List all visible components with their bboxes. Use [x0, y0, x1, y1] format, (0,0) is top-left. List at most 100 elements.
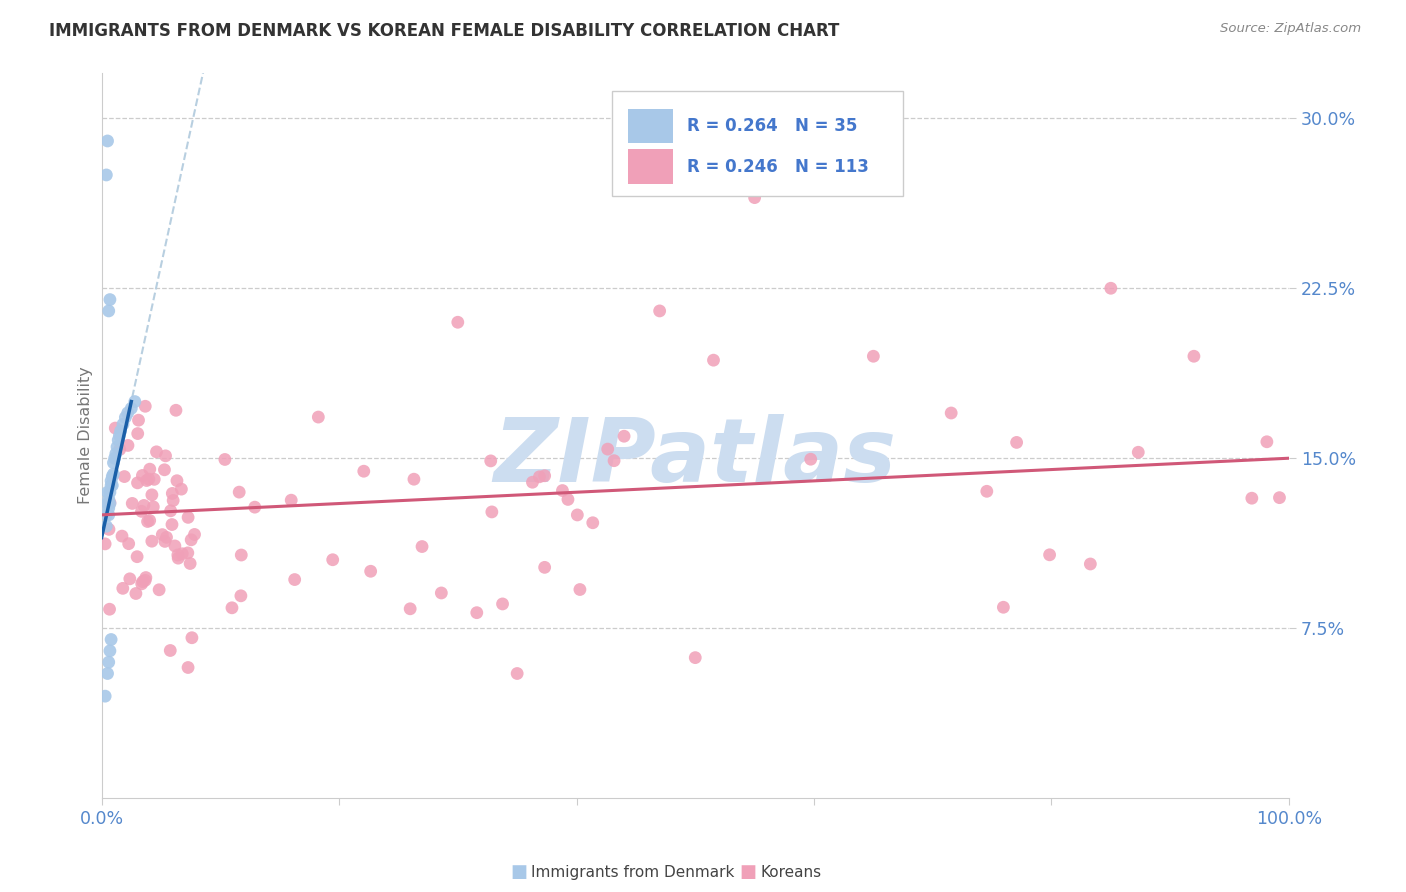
- Text: ■: ■: [740, 863, 756, 881]
- Point: [180, 533, 202, 547]
- Point: [105, 440, 128, 454]
- Point: [111, 582, 134, 596]
- Point: [160, 517, 183, 532]
- Point: [94, 537, 117, 551]
- Point: [177, 546, 200, 560]
- Point: [98, 293, 121, 307]
- Point: [800, 452, 823, 467]
- Point: [307, 410, 329, 425]
- Point: [97, 304, 120, 318]
- Point: [221, 600, 243, 615]
- Point: [506, 666, 529, 681]
- Point: [120, 401, 142, 416]
- Point: [132, 499, 155, 513]
- Point: [1268, 491, 1291, 505]
- Point: [159, 643, 181, 657]
- Y-axis label: Female Disability: Female Disability: [79, 367, 93, 505]
- Point: [131, 504, 153, 518]
- Point: [136, 515, 159, 529]
- FancyBboxPatch shape: [627, 109, 672, 144]
- Point: [481, 505, 503, 519]
- Point: [112, 469, 135, 483]
- Point: [353, 464, 375, 478]
- Text: R = 0.264   N = 35: R = 0.264 N = 35: [688, 117, 858, 135]
- Point: [98, 497, 121, 511]
- Point: [166, 548, 188, 562]
- Point: [976, 484, 998, 499]
- Point: [100, 474, 122, 488]
- Point: [162, 493, 184, 508]
- Point: [533, 560, 555, 574]
- Point: [135, 474, 157, 488]
- Point: [141, 488, 163, 502]
- Point: [128, 413, 150, 427]
- Point: [108, 428, 131, 442]
- Point: [1078, 557, 1101, 571]
- Point: [134, 399, 156, 413]
- Point: [96, 519, 118, 533]
- Point: [97, 491, 120, 506]
- Point: [134, 574, 156, 588]
- Point: [360, 564, 382, 578]
- Point: [100, 478, 122, 492]
- Text: R = 0.246   N = 113: R = 0.246 N = 113: [688, 158, 869, 176]
- Point: [131, 468, 153, 483]
- Text: ■: ■: [510, 863, 527, 881]
- Point: [155, 530, 177, 544]
- Point: [165, 403, 187, 417]
- Point: [148, 582, 170, 597]
- Point: [141, 534, 163, 549]
- Point: [243, 500, 266, 515]
- Point: [465, 606, 488, 620]
- Point: [100, 632, 122, 647]
- Point: [104, 451, 127, 466]
- Point: [582, 516, 605, 530]
- Point: [214, 452, 236, 467]
- Point: [179, 557, 201, 571]
- Point: [180, 631, 202, 645]
- Point: [104, 421, 127, 435]
- Point: [108, 442, 131, 457]
- Point: [430, 586, 453, 600]
- Point: [96, 485, 118, 500]
- Point: [96, 666, 118, 681]
- Point: [138, 472, 160, 486]
- Point: [142, 500, 165, 514]
- Point: [94, 689, 117, 703]
- Point: [117, 438, 139, 452]
- Text: ZIPatlas: ZIPatlas: [494, 414, 897, 500]
- Point: [125, 586, 148, 600]
- Point: [124, 394, 146, 409]
- Point: [322, 553, 344, 567]
- Point: [97, 655, 120, 669]
- Point: [97, 501, 120, 516]
- Point: [110, 424, 132, 438]
- Point: [104, 447, 127, 461]
- Point: [139, 462, 162, 476]
- Point: [96, 497, 118, 511]
- Point: [163, 539, 186, 553]
- Point: [1128, 445, 1150, 459]
- Point: [162, 486, 184, 500]
- Point: [177, 660, 200, 674]
- Point: [111, 417, 134, 432]
- Point: [98, 522, 121, 536]
- Point: [229, 589, 252, 603]
- Point: [1182, 349, 1205, 363]
- Text: Immigrants from Denmark: Immigrants from Denmark: [531, 865, 735, 880]
- Point: [744, 191, 766, 205]
- Point: [231, 548, 253, 562]
- Point: [613, 429, 636, 443]
- Point: [143, 472, 166, 486]
- Point: [155, 449, 177, 463]
- Point: [603, 453, 626, 467]
- Point: [568, 582, 591, 597]
- FancyBboxPatch shape: [627, 149, 672, 184]
- Point: [1005, 435, 1028, 450]
- Point: [96, 508, 118, 522]
- Point: [447, 315, 470, 329]
- Point: [167, 551, 190, 566]
- Point: [118, 536, 141, 550]
- Point: [97, 508, 120, 522]
- Point: [529, 470, 551, 484]
